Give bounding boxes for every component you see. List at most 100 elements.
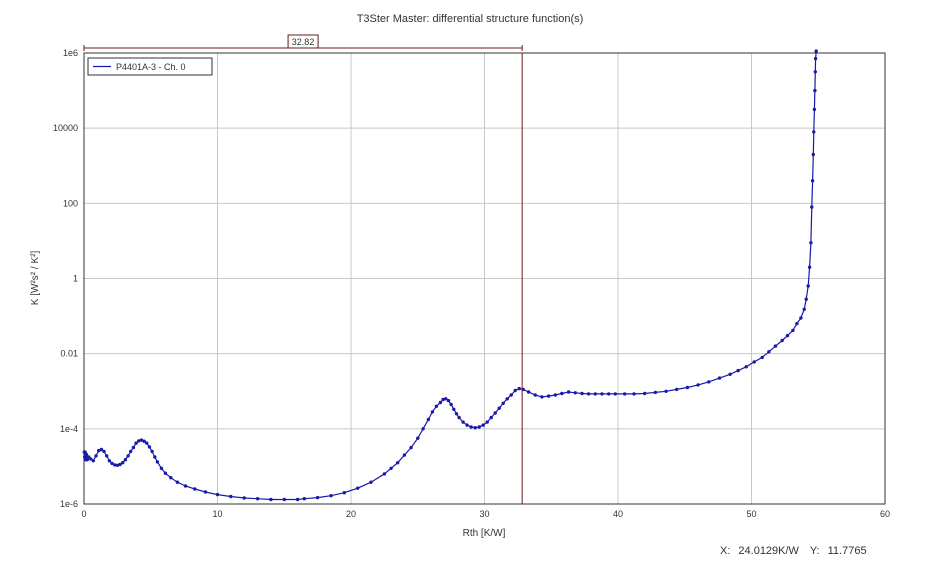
- data-point: [813, 56, 818, 61]
- data-point: [356, 486, 360, 490]
- data-point: [163, 471, 168, 475]
- y-tick-label: 1e-6: [60, 499, 78, 509]
- data-point: [509, 393, 513, 397]
- axis-ticks: 0 10 20 30 40 50 60 1e-6 1e-4 0.01 1 100 10000 1e6: [53, 48, 890, 519]
- data-point: [434, 404, 439, 408]
- data-point: [193, 487, 197, 491]
- readout-x-value: 24.0129K/W: [738, 545, 799, 557]
- data-point: [607, 392, 611, 396]
- data-point: [717, 376, 722, 380]
- data-point: [444, 397, 448, 401]
- data-point: [461, 420, 465, 424]
- data-point: [115, 463, 120, 467]
- data-point: [643, 391, 647, 396]
- data-point: [553, 393, 557, 397]
- cursor-value-label: 32.82: [292, 37, 315, 47]
- legend-box: [87, 57, 213, 76]
- data-point: [795, 321, 799, 326]
- data-point: [812, 107, 817, 112]
- data-point: [811, 152, 815, 157]
- series-line: [83, 51, 817, 501]
- data-point: [685, 385, 690, 390]
- data-point: [513, 388, 517, 393]
- data-point: [382, 472, 387, 476]
- data-point: [282, 497, 286, 502]
- data-point: [810, 179, 815, 183]
- data-point: [83, 455, 87, 459]
- data-point: [457, 415, 461, 420]
- legend: P4401A-3 - Ch. 0: [87, 57, 213, 76]
- data-point: [269, 497, 273, 502]
- data-point: [139, 438, 144, 442]
- data-point: [137, 439, 141, 443]
- data-point: [752, 360, 756, 364]
- data-point: [123, 458, 128, 462]
- legend-entry: P4401A-3 - Ch. 0: [116, 62, 186, 72]
- data-point: [623, 392, 627, 396]
- data-point: [389, 466, 393, 470]
- data-point: [121, 461, 125, 465]
- data-point: [473, 426, 477, 430]
- data-point: [102, 449, 106, 454]
- cursor-value-box: [287, 34, 319, 49]
- y-tick-label: 1e-4: [60, 424, 78, 434]
- data-point: [785, 333, 790, 338]
- readout-y-label: Y:: [809, 545, 820, 557]
- x-tick-label: 30: [479, 509, 489, 519]
- data-point: [229, 494, 233, 499]
- y-tick-label: 10000: [53, 123, 78, 133]
- data-point: [813, 70, 817, 74]
- data-point: [807, 265, 812, 269]
- data-point: [329, 494, 333, 498]
- y-tick-label: 1: [73, 274, 78, 284]
- data-point: [773, 344, 778, 348]
- data-point: [469, 425, 473, 429]
- data-point: [426, 417, 431, 422]
- x-tick-label: 20: [346, 509, 356, 519]
- data-point: [169, 476, 173, 480]
- data-point: [560, 391, 564, 396]
- plot-frame: [83, 52, 886, 505]
- data-point: [449, 402, 453, 407]
- data-point: [242, 496, 246, 500]
- data-point: [438, 400, 443, 405]
- x-tick-label: 40: [613, 509, 623, 519]
- data-point: [653, 390, 658, 395]
- data-point: [129, 449, 133, 454]
- data-point: [489, 415, 493, 420]
- grid: [83, 52, 886, 505]
- data-point: [517, 386, 521, 391]
- data-point: [255, 497, 260, 501]
- data-point: [806, 284, 810, 288]
- data-point: [802, 307, 806, 311]
- readout-y-value: 11.7765: [827, 545, 867, 557]
- data-point: [707, 380, 711, 384]
- data-point: [446, 398, 451, 403]
- data-point: [780, 338, 784, 343]
- data-point: [94, 454, 98, 458]
- data-point: [110, 461, 114, 466]
- data-point: [153, 455, 157, 459]
- y-tick-label: 100: [63, 198, 78, 208]
- x-tick-label: 60: [880, 509, 890, 519]
- data-point: [804, 297, 808, 301]
- data-point: [809, 241, 813, 245]
- data-point: [728, 372, 732, 376]
- data-point: [485, 420, 489, 424]
- data-point: [113, 463, 117, 467]
- data-point: [155, 460, 160, 464]
- series-layer: [82, 49, 818, 502]
- data-point: [760, 355, 764, 360]
- cursor-layer[interactable]: 32.82: [83, 34, 523, 504]
- data-point: [546, 394, 551, 398]
- x-tick-label: 50: [746, 509, 756, 519]
- data-point: [183, 484, 188, 488]
- data-point: [134, 441, 138, 445]
- data-point: [126, 454, 130, 458]
- data-point: [91, 459, 96, 463]
- data-point: [813, 88, 817, 93]
- data-point: [409, 445, 413, 450]
- data-point: [675, 387, 679, 392]
- y-tick-label: 0.01: [60, 349, 78, 359]
